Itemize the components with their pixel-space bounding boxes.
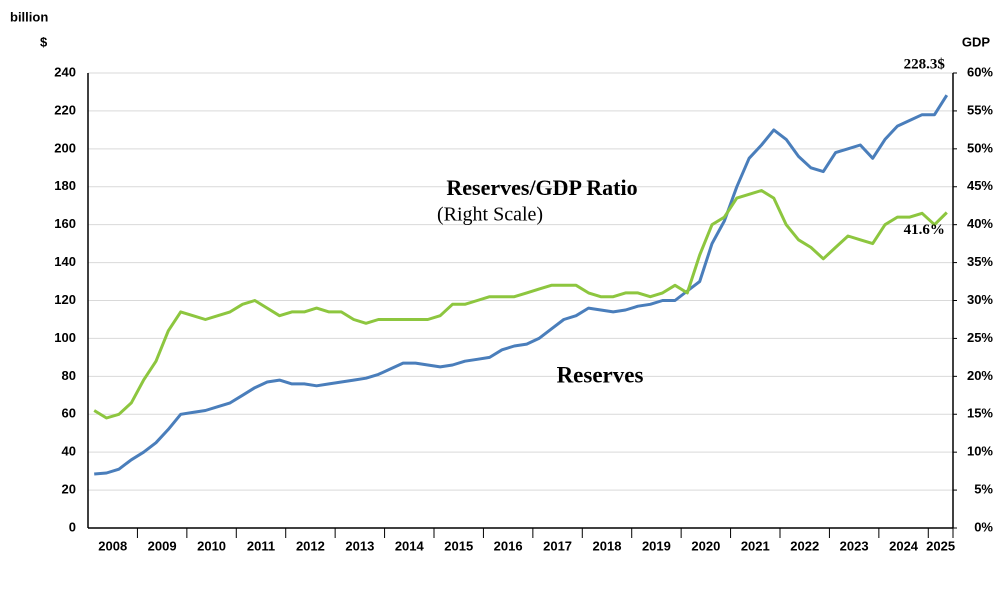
series-label: Reserves/GDP Ratio (446, 175, 637, 200)
y-axis-unit: $ (40, 34, 48, 49)
y-axis-title: billion (10, 9, 48, 24)
y2-tick-label: 25% (967, 330, 993, 345)
y-tick-label: 0 (69, 519, 76, 534)
x-tick-label: 2009 (148, 538, 177, 553)
value-label: 41.6% (904, 222, 945, 238)
x-tick-label: 2018 (593, 538, 622, 553)
y-tick-label: 200 (54, 140, 76, 155)
x-tick-label: 2023 (840, 538, 869, 553)
y-tick-label: 180 (54, 178, 76, 193)
y2-tick-label: 55% (967, 102, 993, 117)
x-tick-label: 2013 (345, 538, 374, 553)
x-tick-label: 2010 (197, 538, 226, 553)
value-label: 228.3$ (904, 57, 946, 73)
y2-tick-label: 15% (967, 406, 993, 421)
y-tick-label: 240 (54, 64, 76, 79)
x-tick-label: 2025 (926, 538, 955, 553)
y-tick-label: 160 (54, 216, 76, 231)
y2-axis-title: GDP (962, 34, 991, 49)
x-tick-label: 2014 (395, 538, 425, 553)
x-tick-label: 2024 (889, 538, 919, 553)
series-line (93, 189, 948, 420)
series-label: Reserves (557, 362, 644, 387)
x-tick-label: 2021 (741, 538, 770, 553)
y-tick-label: 140 (54, 254, 76, 269)
y-tick-label: 60 (62, 406, 76, 421)
y2-tick-label: 50% (967, 140, 993, 155)
x-tick-label: 2019 (642, 538, 671, 553)
series-sublabel: (Right Scale) (437, 204, 543, 226)
x-tick-label: 2008 (98, 538, 127, 553)
series-line (94, 94, 949, 476)
x-tick-label: 2016 (494, 538, 523, 553)
y2-tick-label: 40% (967, 216, 993, 231)
y2-tick-label: 20% (967, 368, 993, 383)
x-tick-label: 2012 (296, 538, 325, 553)
y2-tick-label: 10% (967, 444, 993, 459)
x-tick-label: 2017 (543, 538, 572, 553)
y-tick-label: 220 (54, 102, 76, 117)
y-tick-label: 80 (62, 368, 76, 383)
x-tick-label: 2022 (790, 538, 819, 553)
x-tick-label: 2020 (691, 538, 720, 553)
y2-tick-label: 30% (967, 292, 993, 307)
x-tick-label: 2011 (247, 538, 275, 553)
x-tick-label: 2015 (444, 538, 473, 553)
y2-tick-label: 45% (967, 178, 993, 193)
y-tick-label: 20 (62, 482, 76, 497)
y2-tick-label: 5% (974, 482, 993, 497)
y2-tick-label: 60% (967, 64, 993, 79)
y2-tick-label: 35% (967, 254, 993, 269)
y-tick-label: 100 (54, 330, 76, 345)
y-tick-label: 40 (62, 444, 76, 459)
y-tick-label: 120 (54, 292, 76, 307)
y2-tick-label: 0% (974, 519, 993, 534)
